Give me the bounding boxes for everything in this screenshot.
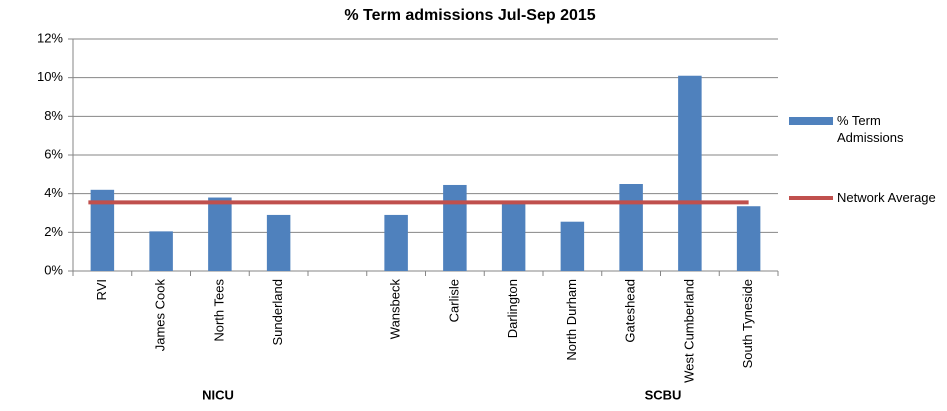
bar	[678, 75, 702, 271]
bar	[149, 231, 173, 271]
bar	[266, 214, 291, 271]
x-tick-label: South Tyneside	[740, 279, 755, 368]
chart-title: % Term admissions Jul-Sep 2015	[344, 7, 595, 24]
bar	[619, 184, 643, 271]
group-label: SCBU	[645, 387, 682, 402]
y-tick-label: 6%	[44, 146, 63, 161]
x-tick-label: North Tees	[211, 279, 226, 342]
bar	[501, 201, 526, 271]
bar	[560, 221, 585, 271]
bar	[443, 184, 467, 271]
legend-swatch	[789, 117, 833, 125]
x-tick-label: West Cumberland	[681, 279, 696, 383]
x-tick-label: Sunderland	[270, 279, 285, 346]
bar	[736, 206, 761, 271]
bar	[384, 214, 408, 271]
y-tick-label: 8%	[44, 108, 63, 123]
x-tick-label: North Durham	[564, 279, 579, 361]
bar	[90, 189, 115, 271]
legend-label: Network Average	[837, 190, 936, 205]
y-tick-label: 0%	[44, 262, 63, 277]
y-tick-label: 12%	[37, 30, 63, 45]
x-tick-label: RVI	[94, 279, 109, 300]
legend-label: % Term Admissions	[837, 113, 904, 145]
y-tick-label: 2%	[44, 224, 63, 239]
x-tick-label: James Cook	[153, 279, 168, 352]
x-tick-label: Carlisle	[446, 279, 461, 322]
y-tick-label: 4%	[44, 185, 63, 200]
y-tick-label: 10%	[37, 69, 63, 84]
x-tick-label: Gateshead	[623, 279, 638, 343]
x-tick-label: Darlington	[505, 279, 520, 338]
group-label: NICU	[202, 387, 234, 402]
bar	[208, 197, 232, 271]
x-tick-label: Wansbeck	[388, 279, 403, 340]
